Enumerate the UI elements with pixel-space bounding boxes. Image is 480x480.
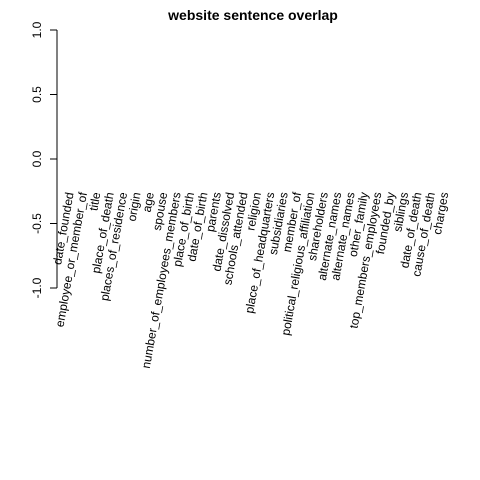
x-category-label: title bbox=[86, 191, 103, 212]
chart-title: website sentence overlap bbox=[167, 7, 338, 23]
y-tick-label: -0.5 bbox=[30, 213, 44, 234]
y-axis-ticks: -1.0 -0.5 0.0 0.5 1.0 bbox=[30, 21, 57, 298]
x-axis-category-labels: date_foundedemployee_or_member_oftitlepl… bbox=[50, 190, 451, 369]
x-category-label: religion bbox=[243, 191, 264, 232]
x-category-label: siblings bbox=[390, 191, 411, 233]
y-tick-label: 0.5 bbox=[30, 86, 44, 103]
y-tick-label: 0.0 bbox=[30, 150, 44, 167]
x-category-label: origin bbox=[125, 191, 144, 222]
y-tick-label: -1.0 bbox=[30, 277, 44, 298]
x-category-label: parents bbox=[203, 191, 224, 233]
x-category-label: spouse bbox=[150, 191, 171, 232]
x-category-label: age bbox=[140, 191, 157, 213]
y-tick-label: 1.0 bbox=[30, 21, 44, 38]
